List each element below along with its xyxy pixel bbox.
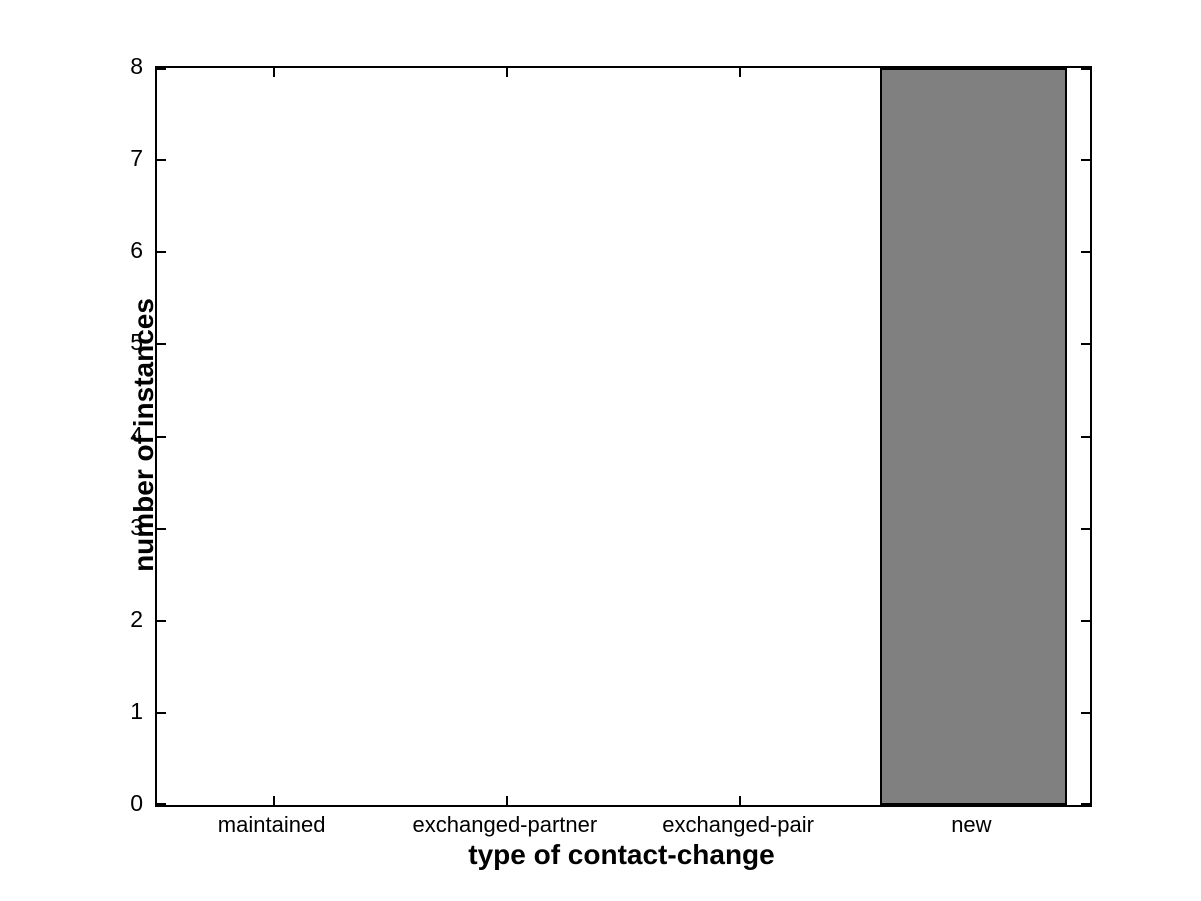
y-tick-label: 3 <box>130 513 143 540</box>
x-tick-top <box>505 68 508 77</box>
y-tick-right <box>1081 343 1090 346</box>
y-tick-left <box>157 343 166 346</box>
y-tick-label: 6 <box>130 237 143 264</box>
y-tick-right <box>1081 68 1090 70</box>
y-tick-right <box>1081 527 1090 530</box>
x-axis-label: type of contact-change <box>468 839 775 870</box>
y-tick-left <box>157 159 166 162</box>
y-tick-label: 5 <box>130 329 143 356</box>
y-tick-left <box>157 619 166 622</box>
x-tick-label: new <box>951 812 992 837</box>
x-tick-bottom <box>272 796 275 805</box>
y-tick-label: 8 <box>130 53 143 79</box>
x-tick-label: exchanged-partner <box>412 812 598 837</box>
x-tick-bottom <box>739 796 742 805</box>
bar-new <box>880 68 1067 805</box>
y-tick-label: 7 <box>130 145 143 172</box>
y-tick-left <box>157 68 166 70</box>
y-tick-right <box>1081 251 1090 254</box>
x-tick-top <box>272 68 275 77</box>
y-tick-left <box>157 251 166 254</box>
x-tick-bottom <box>505 796 508 805</box>
y-tick-label: 2 <box>130 605 143 632</box>
x-tick-label: maintained <box>217 812 326 837</box>
y-tick-left <box>157 527 166 530</box>
plot-area <box>155 66 1092 807</box>
y-tick-right <box>1081 435 1090 438</box>
y-tick-left <box>157 435 166 438</box>
y-tick-right <box>1081 159 1090 162</box>
y-tick-right <box>1081 711 1090 714</box>
y-tick-label: 1 <box>130 697 143 724</box>
y-tick-right <box>1081 619 1090 622</box>
y-tick-label: 4 <box>130 421 143 448</box>
y-tick-right <box>1081 803 1090 805</box>
y-tick-label: 0 <box>130 790 143 816</box>
y-tick-left <box>157 803 166 805</box>
x-tick-label: exchanged-pair <box>662 812 814 837</box>
x-tick-top <box>739 68 742 77</box>
y-tick-left <box>157 711 166 714</box>
